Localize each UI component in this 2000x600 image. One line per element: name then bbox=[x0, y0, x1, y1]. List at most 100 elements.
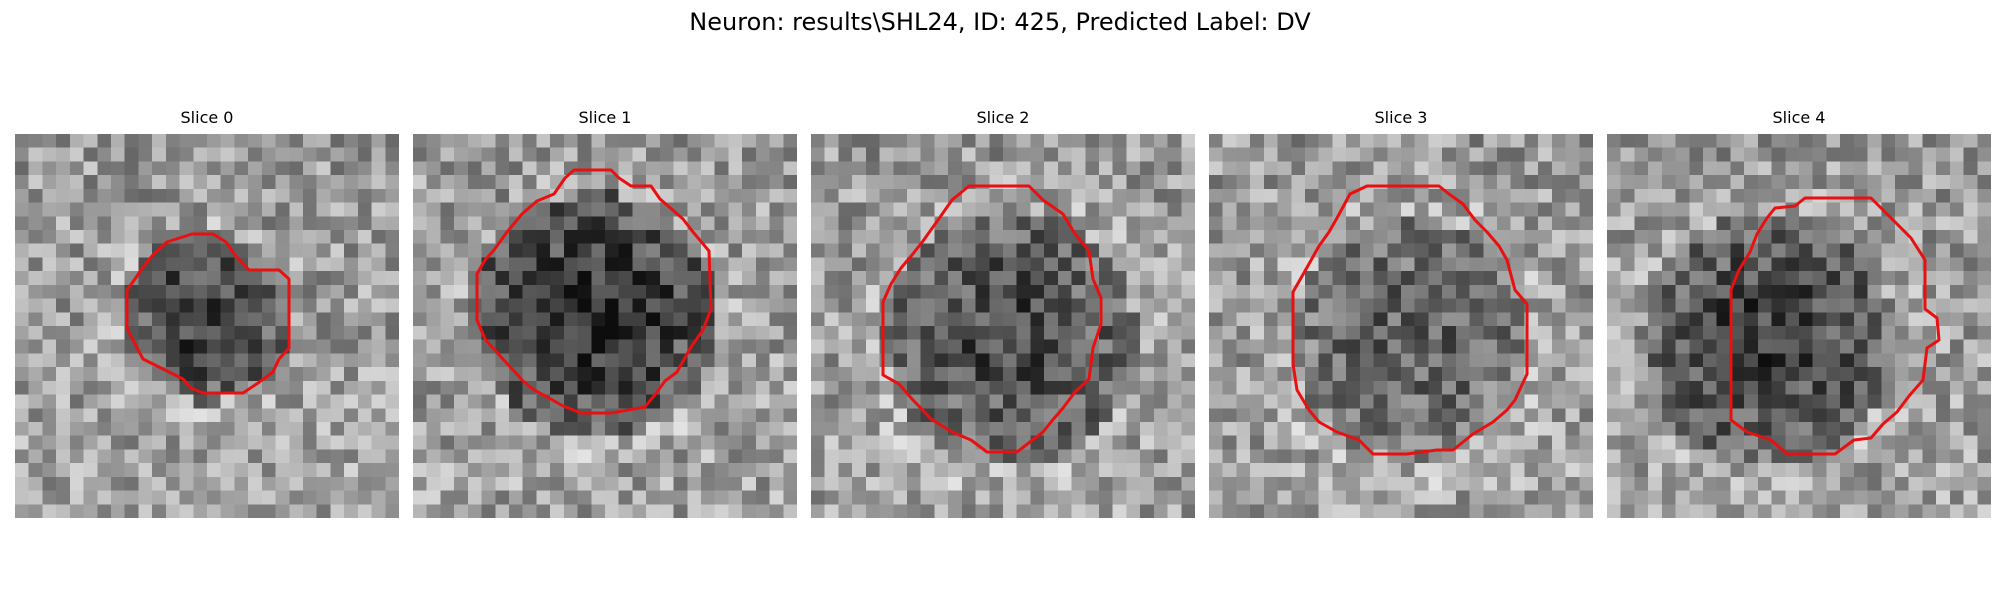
image-pixel bbox=[632, 326, 647, 341]
image-pixel bbox=[1538, 435, 1553, 450]
image-pixel bbox=[975, 422, 990, 437]
image-pixel bbox=[1044, 188, 1059, 204]
image-pixel bbox=[865, 216, 881, 231]
image-pixel bbox=[1153, 463, 1169, 478]
image-pixel bbox=[330, 175, 345, 190]
image-pixel bbox=[481, 394, 496, 409]
image-pixel bbox=[1016, 367, 1031, 382]
image-pixel bbox=[618, 284, 633, 300]
image-pixel bbox=[1689, 367, 1704, 382]
image-pixel bbox=[371, 175, 386, 190]
image-pixel bbox=[563, 435, 579, 450]
image-pixel bbox=[1648, 284, 1663, 300]
image-pixel bbox=[755, 271, 771, 286]
image-pixel bbox=[824, 463, 839, 478]
image-pixel bbox=[440, 161, 455, 176]
image-pixel bbox=[811, 257, 826, 272]
image-pixel bbox=[1263, 463, 1279, 478]
image-pixel bbox=[1332, 243, 1347, 258]
image-pixel bbox=[1785, 367, 1800, 382]
image-pixel bbox=[728, 353, 743, 368]
image-pixel bbox=[673, 298, 688, 313]
image-pixel bbox=[426, 175, 441, 190]
image-pixel bbox=[357, 271, 373, 286]
image-pixel bbox=[1236, 380, 1251, 396]
image-pixel bbox=[248, 202, 263, 217]
image-pixel bbox=[1634, 353, 1649, 368]
image-pixel bbox=[522, 284, 537, 300]
image-pixel bbox=[783, 188, 797, 204]
image-pixel bbox=[1483, 504, 1498, 518]
image-pixel bbox=[220, 490, 235, 505]
image-pixel bbox=[1757, 422, 1773, 437]
image-pixel bbox=[1483, 188, 1498, 204]
image-pixel bbox=[1373, 312, 1388, 327]
image-pixel bbox=[330, 147, 345, 162]
image-pixel bbox=[1071, 175, 1086, 190]
image-pixel bbox=[1497, 367, 1512, 382]
image-pixel bbox=[1057, 134, 1073, 149]
image-pixel bbox=[563, 449, 579, 464]
image-pixel bbox=[15, 271, 30, 286]
image-pixel bbox=[1428, 504, 1443, 518]
image-pixel bbox=[824, 216, 839, 231]
image-pixel bbox=[138, 216, 153, 231]
image-pixel bbox=[1044, 243, 1059, 258]
image-pixel bbox=[605, 147, 620, 162]
image-pixel bbox=[481, 490, 496, 505]
image-pixel bbox=[1373, 435, 1388, 450]
image-pixel bbox=[1071, 312, 1086, 327]
image-pixel bbox=[1703, 394, 1718, 409]
image-pixel bbox=[1250, 312, 1265, 327]
image-pixel bbox=[1071, 339, 1086, 354]
image-pixel bbox=[1167, 326, 1182, 341]
image-pixel bbox=[1551, 476, 1567, 492]
image-pixel bbox=[357, 435, 373, 450]
image-pixel bbox=[454, 284, 469, 300]
image-pixel bbox=[1977, 298, 1991, 313]
image-pixel bbox=[1209, 312, 1224, 327]
image-pixel bbox=[563, 298, 579, 313]
image-pixel bbox=[1140, 230, 1155, 245]
image-pixel bbox=[920, 367, 935, 382]
image-pixel bbox=[1703, 312, 1718, 327]
image-pixel bbox=[1689, 243, 1704, 258]
image-pixel bbox=[577, 504, 592, 518]
image-pixel bbox=[42, 476, 57, 492]
image-pixel bbox=[97, 394, 112, 409]
image-pixel bbox=[1099, 435, 1114, 450]
image-pixel bbox=[316, 216, 331, 231]
image-pixel bbox=[138, 134, 153, 149]
image-pixel bbox=[1620, 367, 1635, 382]
image-pixel bbox=[1538, 161, 1553, 176]
image-pixel bbox=[1387, 380, 1402, 396]
image-pixel bbox=[1908, 271, 1923, 286]
image-pixel bbox=[1140, 339, 1155, 354]
image-pixel bbox=[1908, 202, 1923, 217]
image-pixel bbox=[42, 367, 57, 382]
image-pixel bbox=[1853, 449, 1869, 464]
image-pixel bbox=[1867, 257, 1882, 272]
image-pixel bbox=[1579, 230, 1593, 245]
image-pixel bbox=[783, 504, 797, 518]
image-pixel bbox=[275, 476, 290, 492]
image-pixel bbox=[714, 202, 729, 217]
image-pixel bbox=[1771, 380, 1786, 396]
image-pixel bbox=[605, 134, 620, 149]
image-pixel bbox=[605, 188, 620, 204]
image-pixel bbox=[948, 353, 963, 368]
image-pixel bbox=[989, 339, 1004, 354]
image-pixel bbox=[1853, 188, 1869, 204]
image-pixel bbox=[1428, 422, 1443, 437]
image-pixel bbox=[1332, 353, 1347, 368]
image-pixel bbox=[1538, 230, 1553, 245]
image-pixel bbox=[1305, 380, 1320, 396]
image-pixel bbox=[138, 326, 153, 341]
image-pixel bbox=[1840, 394, 1855, 409]
image-pixel bbox=[138, 394, 153, 409]
image-pixel bbox=[920, 353, 935, 368]
image-pixel bbox=[371, 161, 386, 176]
image-pixel bbox=[1744, 271, 1759, 286]
image-pixel bbox=[467, 476, 483, 492]
image-pixel bbox=[838, 298, 853, 313]
